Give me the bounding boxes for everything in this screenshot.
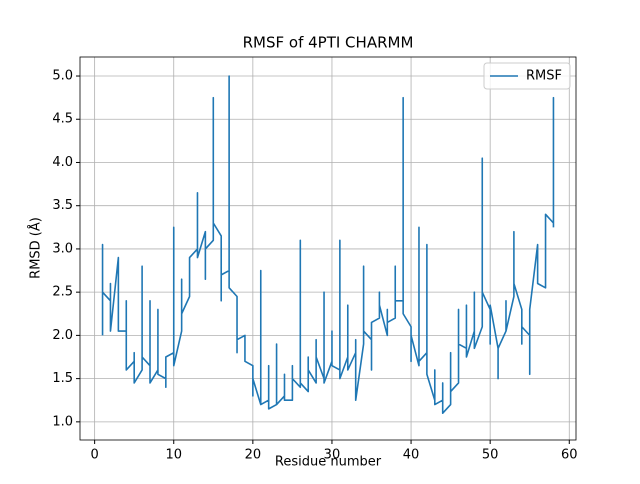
y-tick-label: 2.5 bbox=[52, 285, 73, 300]
y-tick-label: 4.5 bbox=[52, 112, 73, 127]
x-tick-label: 60 bbox=[561, 448, 578, 463]
y-tick-label: 3.5 bbox=[52, 198, 73, 213]
y-tick-label: 5.0 bbox=[52, 69, 73, 84]
x-tick-label: 30 bbox=[324, 448, 341, 463]
x-axis-label: Residue number bbox=[275, 455, 382, 470]
x-tick-label: 40 bbox=[403, 448, 420, 463]
plot-frame bbox=[79, 56, 577, 441]
chart-title: RMSF of 4PTI CHARMM bbox=[243, 34, 414, 52]
legend-label: RMSF bbox=[526, 69, 562, 84]
x-tick-label: 20 bbox=[245, 448, 262, 463]
x-tick-label: 0 bbox=[90, 448, 98, 463]
legend bbox=[483, 62, 571, 90]
line bbox=[101, 75, 555, 414]
y-tick-label: 3.0 bbox=[52, 241, 73, 256]
x-tick-label: 10 bbox=[165, 448, 182, 463]
y-axis-label: RMSD (Å) bbox=[28, 217, 44, 279]
y-tick-label: 4.0 bbox=[52, 155, 73, 170]
y-tick-label: 1.5 bbox=[52, 371, 73, 386]
x-tick-label: 50 bbox=[482, 448, 499, 463]
y-tick-label: 2.0 bbox=[52, 328, 73, 343]
y-tick-label: 1.0 bbox=[52, 414, 73, 429]
